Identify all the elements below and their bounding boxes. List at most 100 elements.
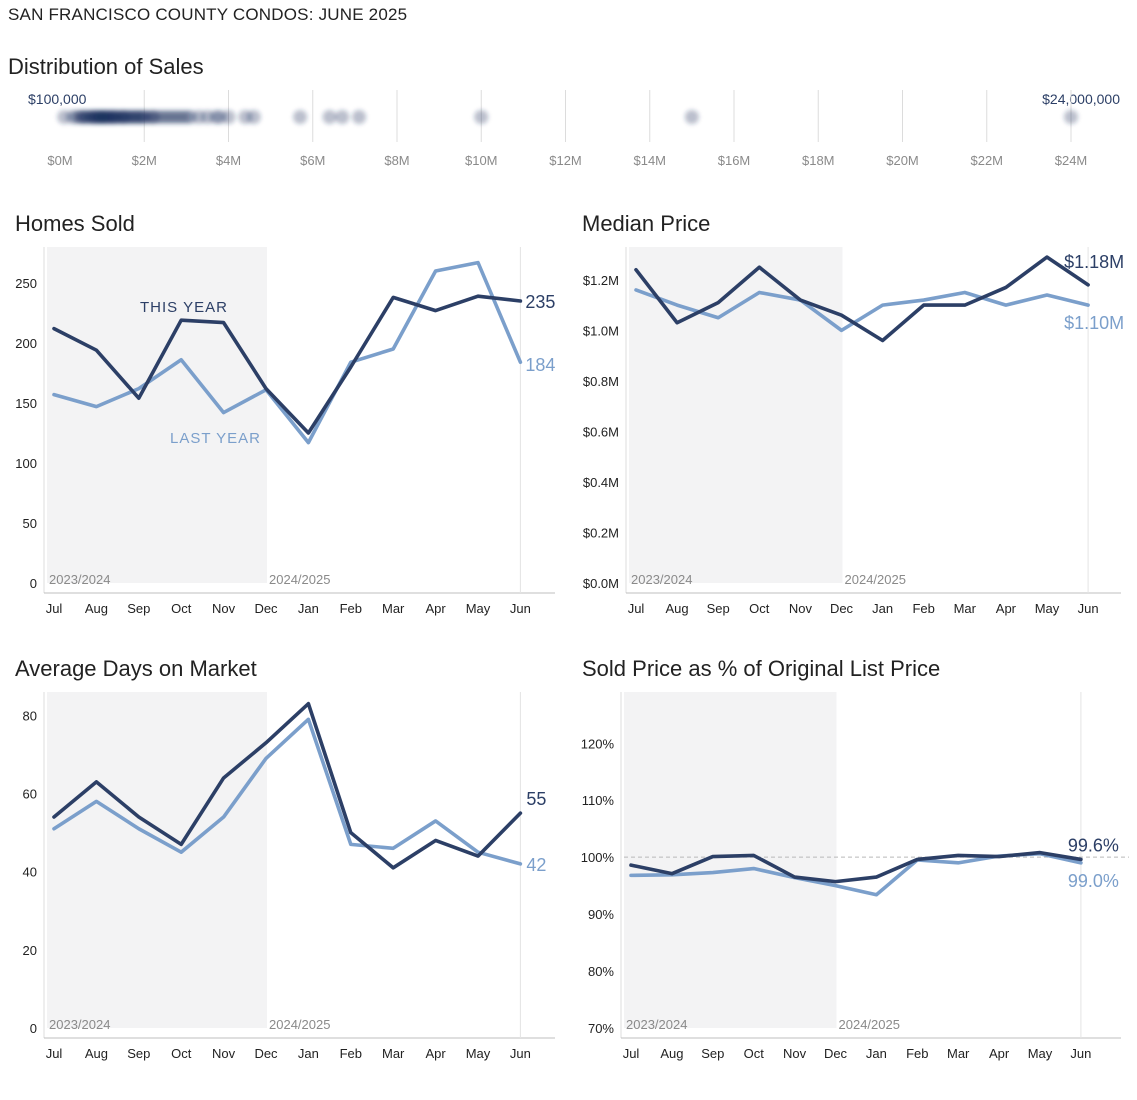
- homes-sold-x-tick-label: Sep: [127, 601, 150, 616]
- distribution-tick-label: $18M: [802, 153, 835, 168]
- median-price-last-year-line: [634, 288, 1090, 333]
- homes-sold-y-tick-label: 200: [15, 336, 37, 351]
- days-on-market-y-tick-label: 60: [23, 787, 37, 802]
- distribution-tick-label: $4M: [216, 153, 241, 168]
- sale-dot: [684, 110, 699, 124]
- median-price-x-tick-label: Jan: [872, 601, 893, 616]
- homes-sold-y-tick-label: 50: [23, 516, 37, 531]
- distribution-tick-label: $8M: [384, 153, 409, 168]
- days-on-market-y-tick-label: 0: [30, 1021, 37, 1036]
- median-price-x-tick-label: May: [1035, 601, 1060, 616]
- days-on-market-y-tick-label: 20: [23, 943, 37, 958]
- days-on-market-this-year-line: [52, 701, 523, 870]
- median-price-x-tick-label: Aug: [666, 601, 689, 616]
- sold-vs-list-x-tick-label: May: [1028, 1046, 1053, 1061]
- homes-sold-this-year-end-label: 235: [525, 292, 555, 312]
- days-on-market-x-tick-label: Apr: [425, 1046, 446, 1061]
- sold-price-percent-of-list-chart: Sold Price as % of Original List Price 70…: [581, 656, 1129, 1061]
- median-price-x-tick-label: Jul: [628, 601, 645, 616]
- median-price-title: Median Price: [582, 211, 710, 236]
- sold-vs-list-y-tick-label: 70%: [588, 1021, 614, 1036]
- homes-sold-x-tick-label: Apr: [425, 601, 446, 616]
- sold-vs-list-x-tick-label: Dec: [824, 1046, 848, 1061]
- days-on-market-x-tick-label: Jul: [46, 1046, 63, 1061]
- distribution-tick-label: $0M: [47, 153, 72, 168]
- median-price-x-tick-label: Apr: [996, 601, 1017, 616]
- homes-sold-x-tick-label: Mar: [382, 601, 405, 616]
- homes-sold-last-year-series-label: LAST YEAR: [170, 430, 261, 447]
- sold-vs-list-y-tick-label: 110%: [582, 793, 615, 808]
- sale-dot: [246, 110, 261, 124]
- days-on-market-y-tick-label: 40: [23, 865, 37, 880]
- distribution-title: Distribution of Sales: [8, 54, 204, 79]
- homes-sold-y-tick-label: 250: [15, 276, 37, 291]
- sold-vs-list-x-tick-label: Oct: [744, 1046, 765, 1061]
- days-on-market-x-tick-label: Oct: [171, 1046, 192, 1061]
- median-price-period-label-prior: 2023/2024: [631, 572, 692, 587]
- sold-vs-list-x-tick-label: Feb: [906, 1046, 928, 1061]
- distribution-tick-label: $2M: [132, 153, 157, 168]
- sale-dot: [335, 110, 350, 124]
- sold-vs-list-x-tick-label: Apr: [989, 1046, 1010, 1061]
- distribution-max-label: $24,000,000: [1042, 91, 1120, 107]
- median-price-this-year-end-label: $1.18M: [1064, 252, 1124, 272]
- median-price-y-tick-label: $0.2M: [583, 525, 619, 540]
- median-price-y-tick-label: $0.8M: [583, 374, 619, 389]
- sold-vs-list-x-tick-label: Nov: [783, 1046, 807, 1061]
- sold-vs-list-x-tick-label: Sep: [701, 1046, 724, 1061]
- median-price-chart: Median Price $0.0M $0.2M $0.4M $0.6M $0.8M $1.…: [582, 211, 1124, 616]
- distribution-tick-label: $14M: [633, 153, 666, 168]
- days-on-market-last-year-line: [52, 717, 523, 866]
- sale-dot: [293, 110, 308, 124]
- days-on-market-x-tick-label: Jun: [510, 1046, 531, 1061]
- sale-dot: [1064, 110, 1078, 124]
- sold-vs-list-x-tick-label: Jan: [866, 1046, 887, 1061]
- days-on-market-last-year-end-label: 42: [526, 855, 546, 875]
- median-price-x-tick-label: Sep: [707, 601, 730, 616]
- homes-sold-this-year-series-label: THIS YEAR: [140, 299, 228, 316]
- sale-dot: [352, 110, 367, 124]
- average-days-on-market-chart: Average Days on Market 0 20 40 60 80 Jul Aug Sep…: [15, 656, 555, 1061]
- median-price-y-tick-label: $0.6M: [583, 424, 619, 439]
- days-on-market-x-tick-label: Feb: [340, 1046, 362, 1061]
- homes-sold-x-tick-label: Oct: [171, 601, 192, 616]
- days-on-market-this-year-end-label: 55: [526, 789, 546, 809]
- sale-dot: [221, 110, 236, 124]
- days-on-market-period-label-current: 2024/2025: [269, 1017, 330, 1032]
- median-price-x-tick-label: Feb: [912, 601, 934, 616]
- sold-vs-list-shaded-period: [624, 692, 837, 1028]
- distribution-min-label: $100,000: [28, 91, 87, 107]
- median-price-x-tick-label: Dec: [830, 601, 854, 616]
- median-price-x-tick-label: Jun: [1078, 601, 1099, 616]
- homes-sold-y-tick-label: 100: [15, 456, 37, 471]
- days-on-market-title: Average Days on Market: [15, 656, 257, 681]
- sold-vs-list-y-tick-label: 80%: [588, 964, 614, 979]
- sold-vs-list-y-tick-label: 90%: [588, 907, 614, 922]
- homes-sold-period-label-prior: 2023/2024: [49, 572, 110, 587]
- sold-vs-list-x-tick-label: Jul: [623, 1046, 640, 1061]
- median-price-y-tick-label: $1.0M: [583, 323, 619, 338]
- days-on-market-period-label-prior: 2023/2024: [49, 1017, 110, 1032]
- median-price-x-tick-label: Oct: [749, 601, 770, 616]
- homes-sold-this-year-line: [52, 294, 523, 435]
- days-on-market-x-tick-label: Aug: [85, 1046, 108, 1061]
- sold-vs-list-period-label-current: 2024/2025: [839, 1017, 900, 1032]
- sold-vs-list-title: Sold Price as % of Original List Price: [582, 656, 940, 681]
- sold-vs-list-x-tick-label: Aug: [660, 1046, 683, 1061]
- median-price-period-label-current: 2024/2025: [845, 572, 906, 587]
- homes-sold-chart: Homes Sold 0 50 100 150 200 250 Jul Aug Sep Oct Nov…: [15, 211, 555, 616]
- homes-sold-shaded-period: [47, 247, 267, 583]
- days-on-market-x-tick-label: Nov: [212, 1046, 236, 1061]
- sold-vs-list-this-year-end-label: 99.6%: [1068, 835, 1119, 855]
- homes-sold-title: Homes Sold: [15, 211, 135, 236]
- homes-sold-x-tick-label: Dec: [254, 601, 278, 616]
- median-price-y-tick-label: $1.2M: [583, 273, 619, 288]
- sold-vs-list-y-tick-label: 120%: [581, 736, 615, 751]
- sold-vs-list-x-tick-label: Jun: [1070, 1046, 1091, 1061]
- sold-vs-list-x-tick-label: Mar: [947, 1046, 970, 1061]
- days-on-market-x-tick-label: Dec: [254, 1046, 278, 1061]
- days-on-market-shaded-period: [47, 692, 267, 1028]
- distribution-of-sales-chart: Distribution of Sales $100,000 $24,000,000…: [8, 54, 1120, 168]
- homes-sold-y-tick-label: 150: [15, 396, 37, 411]
- distribution-tick-label: $24M: [1055, 153, 1088, 168]
